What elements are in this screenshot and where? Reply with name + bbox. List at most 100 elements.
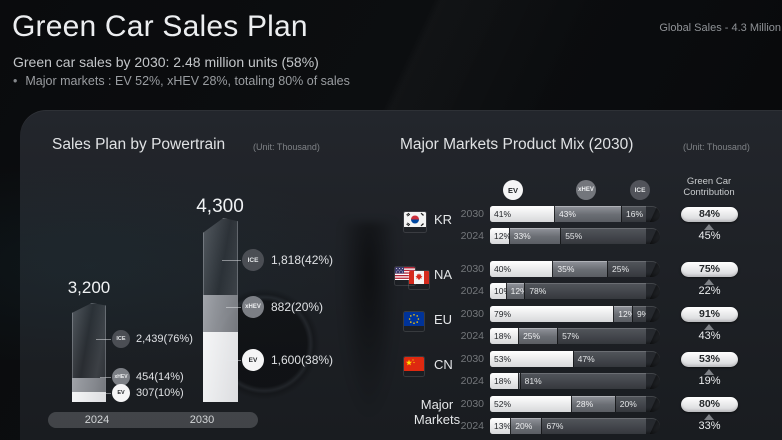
xhev-chip: xHEV: [242, 296, 264, 318]
bar-2024-xhev-segment: [72, 378, 106, 392]
segment-value: 47%: [577, 354, 595, 364]
powertrain-title: Sales Plan by Powertrain: [52, 136, 226, 153]
legend-ev-icon: EV: [503, 180, 523, 200]
ice-segment: 9%: [631, 306, 646, 322]
ev-segment: 79%: [490, 306, 614, 322]
leader-line: [226, 307, 241, 308]
xhev-segment: 25%: [518, 328, 558, 344]
segment-value: 81%: [524, 376, 542, 386]
ev-segment: 53%: [490, 351, 573, 367]
leader-line: [222, 260, 241, 261]
mix-bar-eu-2024: 18% 25% 57%: [490, 328, 660, 344]
xhev-segment: 43%: [553, 206, 622, 222]
contribution-2024: 22%: [698, 285, 721, 297]
segment-value: 40%: [494, 264, 512, 274]
ice-segment: 20%: [614, 396, 646, 412]
segment-value: 13%: [494, 421, 511, 431]
year-label-2030: 2030: [460, 263, 484, 275]
increase-arrow-icon: [704, 369, 714, 375]
market-label-na: NA: [434, 267, 453, 282]
legend-ice-icon: ICE: [630, 180, 650, 200]
global-sales-note: Global Sales - 4.3 Million: [659, 22, 781, 34]
increase-arrow-icon: [704, 414, 714, 420]
mix-bar-eu-2030: 79% 12% 9%: [490, 306, 660, 322]
contribution-2024: 33%: [698, 420, 721, 432]
contribution-2024: 45%: [698, 230, 721, 242]
bar-2024-ev-segment: [72, 392, 106, 402]
segment-value: 41%: [494, 209, 512, 219]
segment-value: 28%: [576, 399, 594, 409]
segment-value: 20%: [619, 399, 637, 409]
ice-segment: 78%: [524, 283, 646, 299]
legend-xhev-icon: xHEV: [576, 180, 596, 200]
ice-segment: 67%: [541, 418, 646, 434]
market-label-cn: CN: [434, 357, 453, 372]
ice-segment: 57%: [557, 328, 646, 344]
ev-chip: EV: [242, 349, 264, 371]
ice-segment: 25%: [606, 261, 646, 277]
contribution-pill-2030: 91%: [681, 307, 738, 322]
segment-value: 20%: [515, 421, 533, 431]
segment-value: 9%: [636, 309, 646, 319]
segment-value: 35%: [557, 264, 575, 274]
mix-bar-kr-2030: 41% 43% 16%: [490, 206, 660, 222]
year-label-2024: 2024: [460, 330, 484, 342]
segment-value: 25%: [523, 331, 541, 341]
segment-value: 43%: [558, 209, 576, 219]
powertrain-unit: (Unit: Thousand): [253, 142, 320, 152]
year-label-2024: 2024: [460, 230, 484, 242]
segment-value: 12%: [494, 231, 509, 241]
leader-line: [100, 377, 111, 378]
contribution-header: Green Car Contribution: [683, 176, 735, 198]
market-label-kr: KR: [434, 212, 453, 227]
ice-segment: 81%: [519, 373, 646, 389]
mix-unit: (Unit: Thousand): [683, 142, 750, 152]
year-label-2024: 2024: [460, 285, 484, 297]
mix-title: Major Markets Product Mix (2030): [400, 136, 634, 153]
header-background: [0, 0, 782, 110]
contribution-2024: 43%: [698, 330, 721, 342]
year-label-2024: 2024: [460, 420, 484, 432]
market-label-eu: EU: [434, 312, 453, 327]
segment-value: 12%: [510, 286, 525, 296]
xhev-segment: [518, 373, 520, 389]
bullet-line: • Major markets : EV 52%, xHEV 28%, total…: [13, 74, 350, 88]
ev-segment: 10%: [490, 283, 506, 299]
contribution-pill-2030: 80%: [681, 397, 738, 412]
callout-2030-ev: 1,600(38%): [271, 353, 334, 367]
flag-us-icon: [395, 267, 415, 285]
ice-segment: 55%: [560, 228, 646, 244]
subtitle: Green car sales by 2030: 2.48 million un…: [13, 54, 319, 70]
axis-label-2030: 2030: [189, 414, 215, 426]
ice-segment: 16%: [621, 206, 646, 222]
segment-value: 12%: [618, 309, 632, 319]
ev-segment: 13%: [490, 418, 511, 434]
ev-segment: 40%: [490, 261, 553, 277]
axis-platform: [48, 412, 258, 428]
xhev-segment: 35%: [552, 261, 607, 277]
ice-segment: 47%: [572, 351, 646, 367]
increase-arrow-icon: [704, 324, 714, 330]
ice-chip: ICE: [242, 249, 264, 271]
mix-bar-na-2024: 10% 12% 78%: [490, 283, 660, 299]
ev-chip: EV: [112, 384, 130, 402]
xhev-segment: 28%: [571, 396, 615, 412]
increase-arrow-icon: [704, 224, 714, 230]
mix-bar-kr-2024: 12% 33% 55%: [490, 228, 660, 244]
stacked-bar-2024: [72, 303, 106, 402]
segment-value: 16%: [626, 209, 644, 219]
stacked-bar-2030: [203, 218, 238, 402]
bar-2030-xhev-segment: [203, 295, 238, 332]
year-label-2030: 2030: [460, 308, 484, 320]
callout-2030-xhev: 882(20%): [271, 300, 324, 314]
flag-eu-icon: [404, 312, 424, 331]
flag-kr-icon: [404, 212, 426, 232]
segment-value: 53%: [494, 354, 512, 364]
year-label-2024: 2024: [460, 375, 484, 387]
ev-segment: 52%: [490, 396, 572, 412]
increase-arrow-icon: [704, 279, 714, 285]
segment-value: 10%: [494, 286, 506, 296]
ev-segment: 18%: [490, 328, 519, 344]
callout-2024-xhev: 454(14%): [136, 371, 184, 383]
